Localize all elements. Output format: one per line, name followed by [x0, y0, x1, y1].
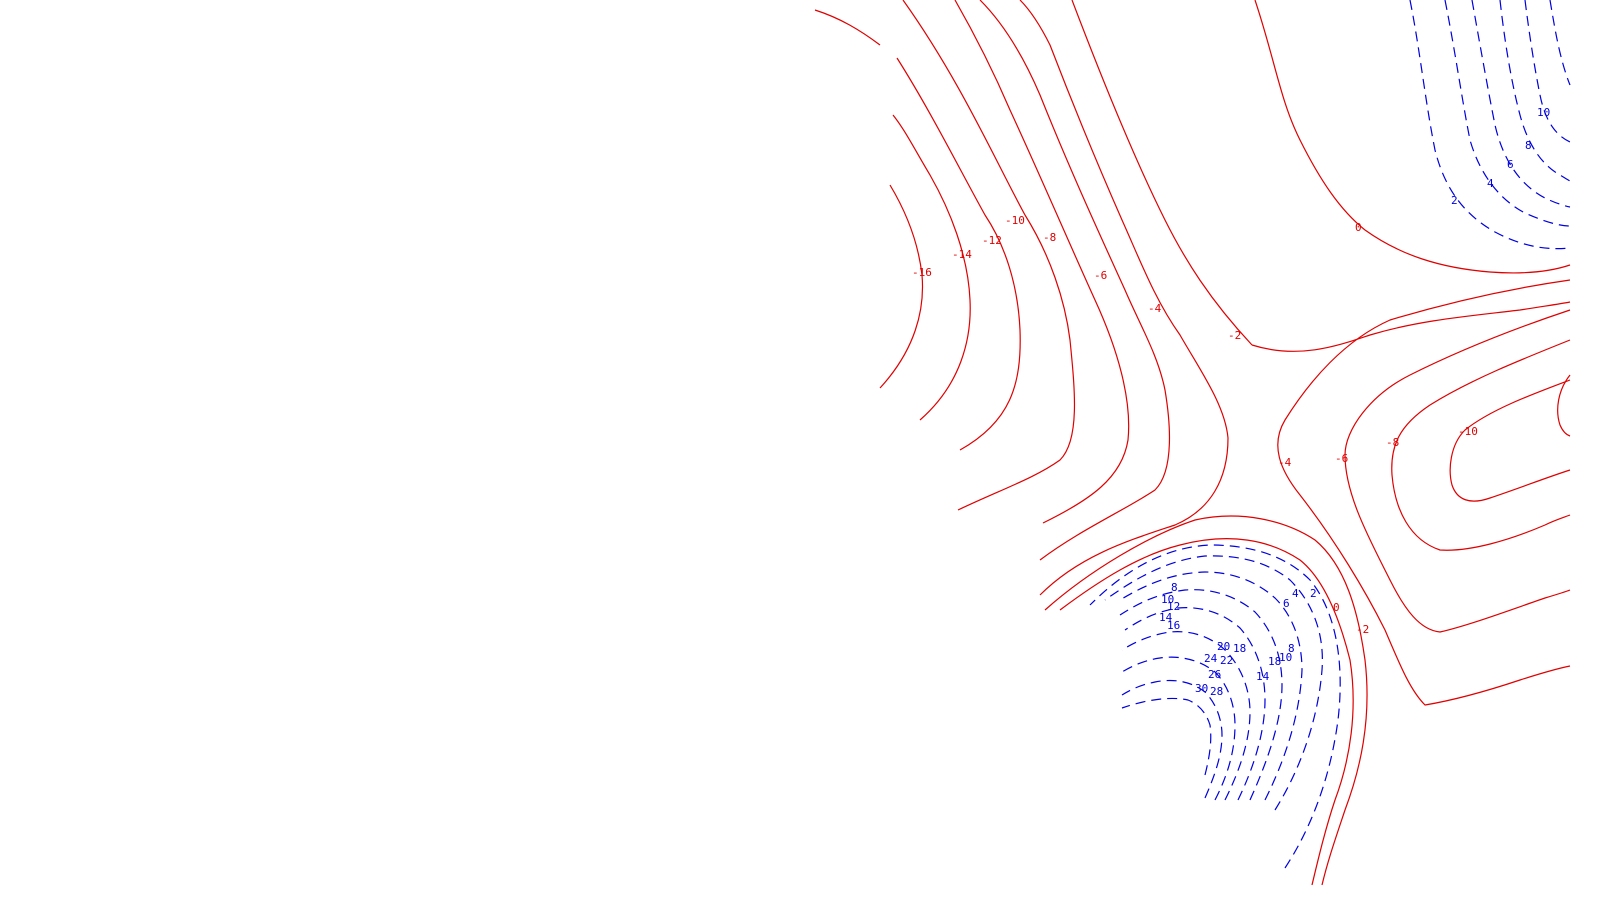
label-pos8a: 8: [1525, 139, 1532, 152]
label-neg8a: -8: [1043, 231, 1056, 244]
label-pos10a: 10: [1537, 106, 1550, 119]
contour-line-neg16: [879, 184, 924, 389]
contour-line-pos12a: [1549, 0, 1571, 86]
label-pos18: 18: [1233, 642, 1246, 655]
label-neg8b: -8: [1386, 436, 1399, 449]
contour-line-pos10a: [1524, 0, 1571, 143]
label-pos2a: 2: [1451, 194, 1458, 207]
contour-line-pos18c: [1121, 697, 1212, 776]
label-pos28: 28: [1210, 685, 1223, 698]
positive-labels: 2 4 6 8 10 8 10 12 14 16 20 18 24 22 26 …: [1159, 106, 1550, 698]
contour-line-pos16c: [1121, 679, 1223, 799]
label-pos8b: 8: [1171, 581, 1178, 594]
label-pos8c: 8: [1288, 642, 1295, 655]
contour-line-neg6b: [1344, 309, 1571, 633]
contour-line-zero-a: [1059, 538, 1354, 886]
contour-line-pos2c: [1089, 544, 1341, 869]
contour-line-zero-b: [1254, 0, 1571, 274]
label-pos10c: 10: [1279, 651, 1292, 664]
contour-line-pos8c: [1119, 589, 1283, 801]
label-pos10b: 10: [1161, 593, 1174, 606]
positive-contours: [1089, 0, 1571, 869]
contour-line-neg4b: [1277, 279, 1571, 706]
contour-line-neg8: [954, 0, 1130, 524]
contour-line-pos4c: [1104, 555, 1323, 811]
label-pos4a: 4: [1487, 177, 1494, 190]
label-zero-b: 0: [1333, 601, 1340, 614]
label-neg4b: -4: [1278, 456, 1292, 469]
label-pos4c: 4: [1292, 587, 1299, 600]
negative-labels: -16 -14 -12 -10 -8 -6 -4 -2 0 -4 -6 -8 -…: [912, 214, 1478, 636]
contour-line-pos4a: [1444, 0, 1571, 227]
contour-line-pos10c: [1124, 607, 1266, 801]
label-pos24: 24: [1204, 652, 1218, 665]
label-neg10a: -10: [1005, 214, 1025, 227]
label-pos30: 30: [1195, 682, 1208, 695]
label-neg2b: -2: [1356, 623, 1369, 636]
label-neg16: -16: [912, 266, 932, 279]
contour-line-pos2a: [1409, 0, 1571, 250]
contour-line-neg14: [892, 114, 971, 421]
label-pos12b: 12: [1167, 600, 1180, 613]
contour-line-neg12: [896, 57, 1021, 451]
label-neg6a: -6: [1094, 269, 1107, 282]
contour-line-neg10: [902, 0, 1076, 511]
label-neg12: -12: [982, 234, 1002, 247]
contour-line-pos8a: [1499, 0, 1571, 182]
label-pos26: 26: [1208, 668, 1221, 681]
label-pos20: 20: [1217, 640, 1230, 653]
contour-line-neg2a: [1044, 0, 1571, 886]
label-pos22: 22: [1220, 654, 1233, 667]
contour-line-pos6a: [1471, 0, 1571, 208]
label-pos16b: 16: [1167, 619, 1180, 632]
label-neg6b: -6: [1335, 452, 1348, 465]
label-zero-a: 0: [1355, 221, 1362, 234]
contour-line-neg8b: [1391, 339, 1571, 551]
contour-line-neg4a: [1019, 0, 1229, 596]
negative-contours: [814, 0, 1571, 886]
label-pos14c: 14: [1256, 670, 1270, 683]
label-pos6a: 6: [1507, 158, 1514, 171]
label-neg14: -14: [952, 248, 972, 261]
label-neg10b: -10: [1458, 425, 1478, 438]
contour-line-neg12b-right: [1557, 374, 1571, 437]
contour-line-pos14c: [1121, 656, 1236, 801]
contour-line-neg6: [979, 0, 1171, 561]
label-pos6c: 6: [1283, 597, 1290, 610]
contour-line-pos12c: [1121, 631, 1251, 801]
label-pos2c: 2: [1310, 587, 1317, 600]
contour-line-neg12b: [814, 9, 881, 46]
label-pos14b: 14: [1159, 611, 1173, 624]
label-pos18c: 18: [1268, 655, 1281, 668]
contour-line-pos6c: [1119, 571, 1303, 801]
label-neg4a: -4: [1148, 302, 1162, 315]
contour-line-neg10b: [1449, 379, 1571, 502]
label-neg2a: -2: [1228, 329, 1241, 342]
